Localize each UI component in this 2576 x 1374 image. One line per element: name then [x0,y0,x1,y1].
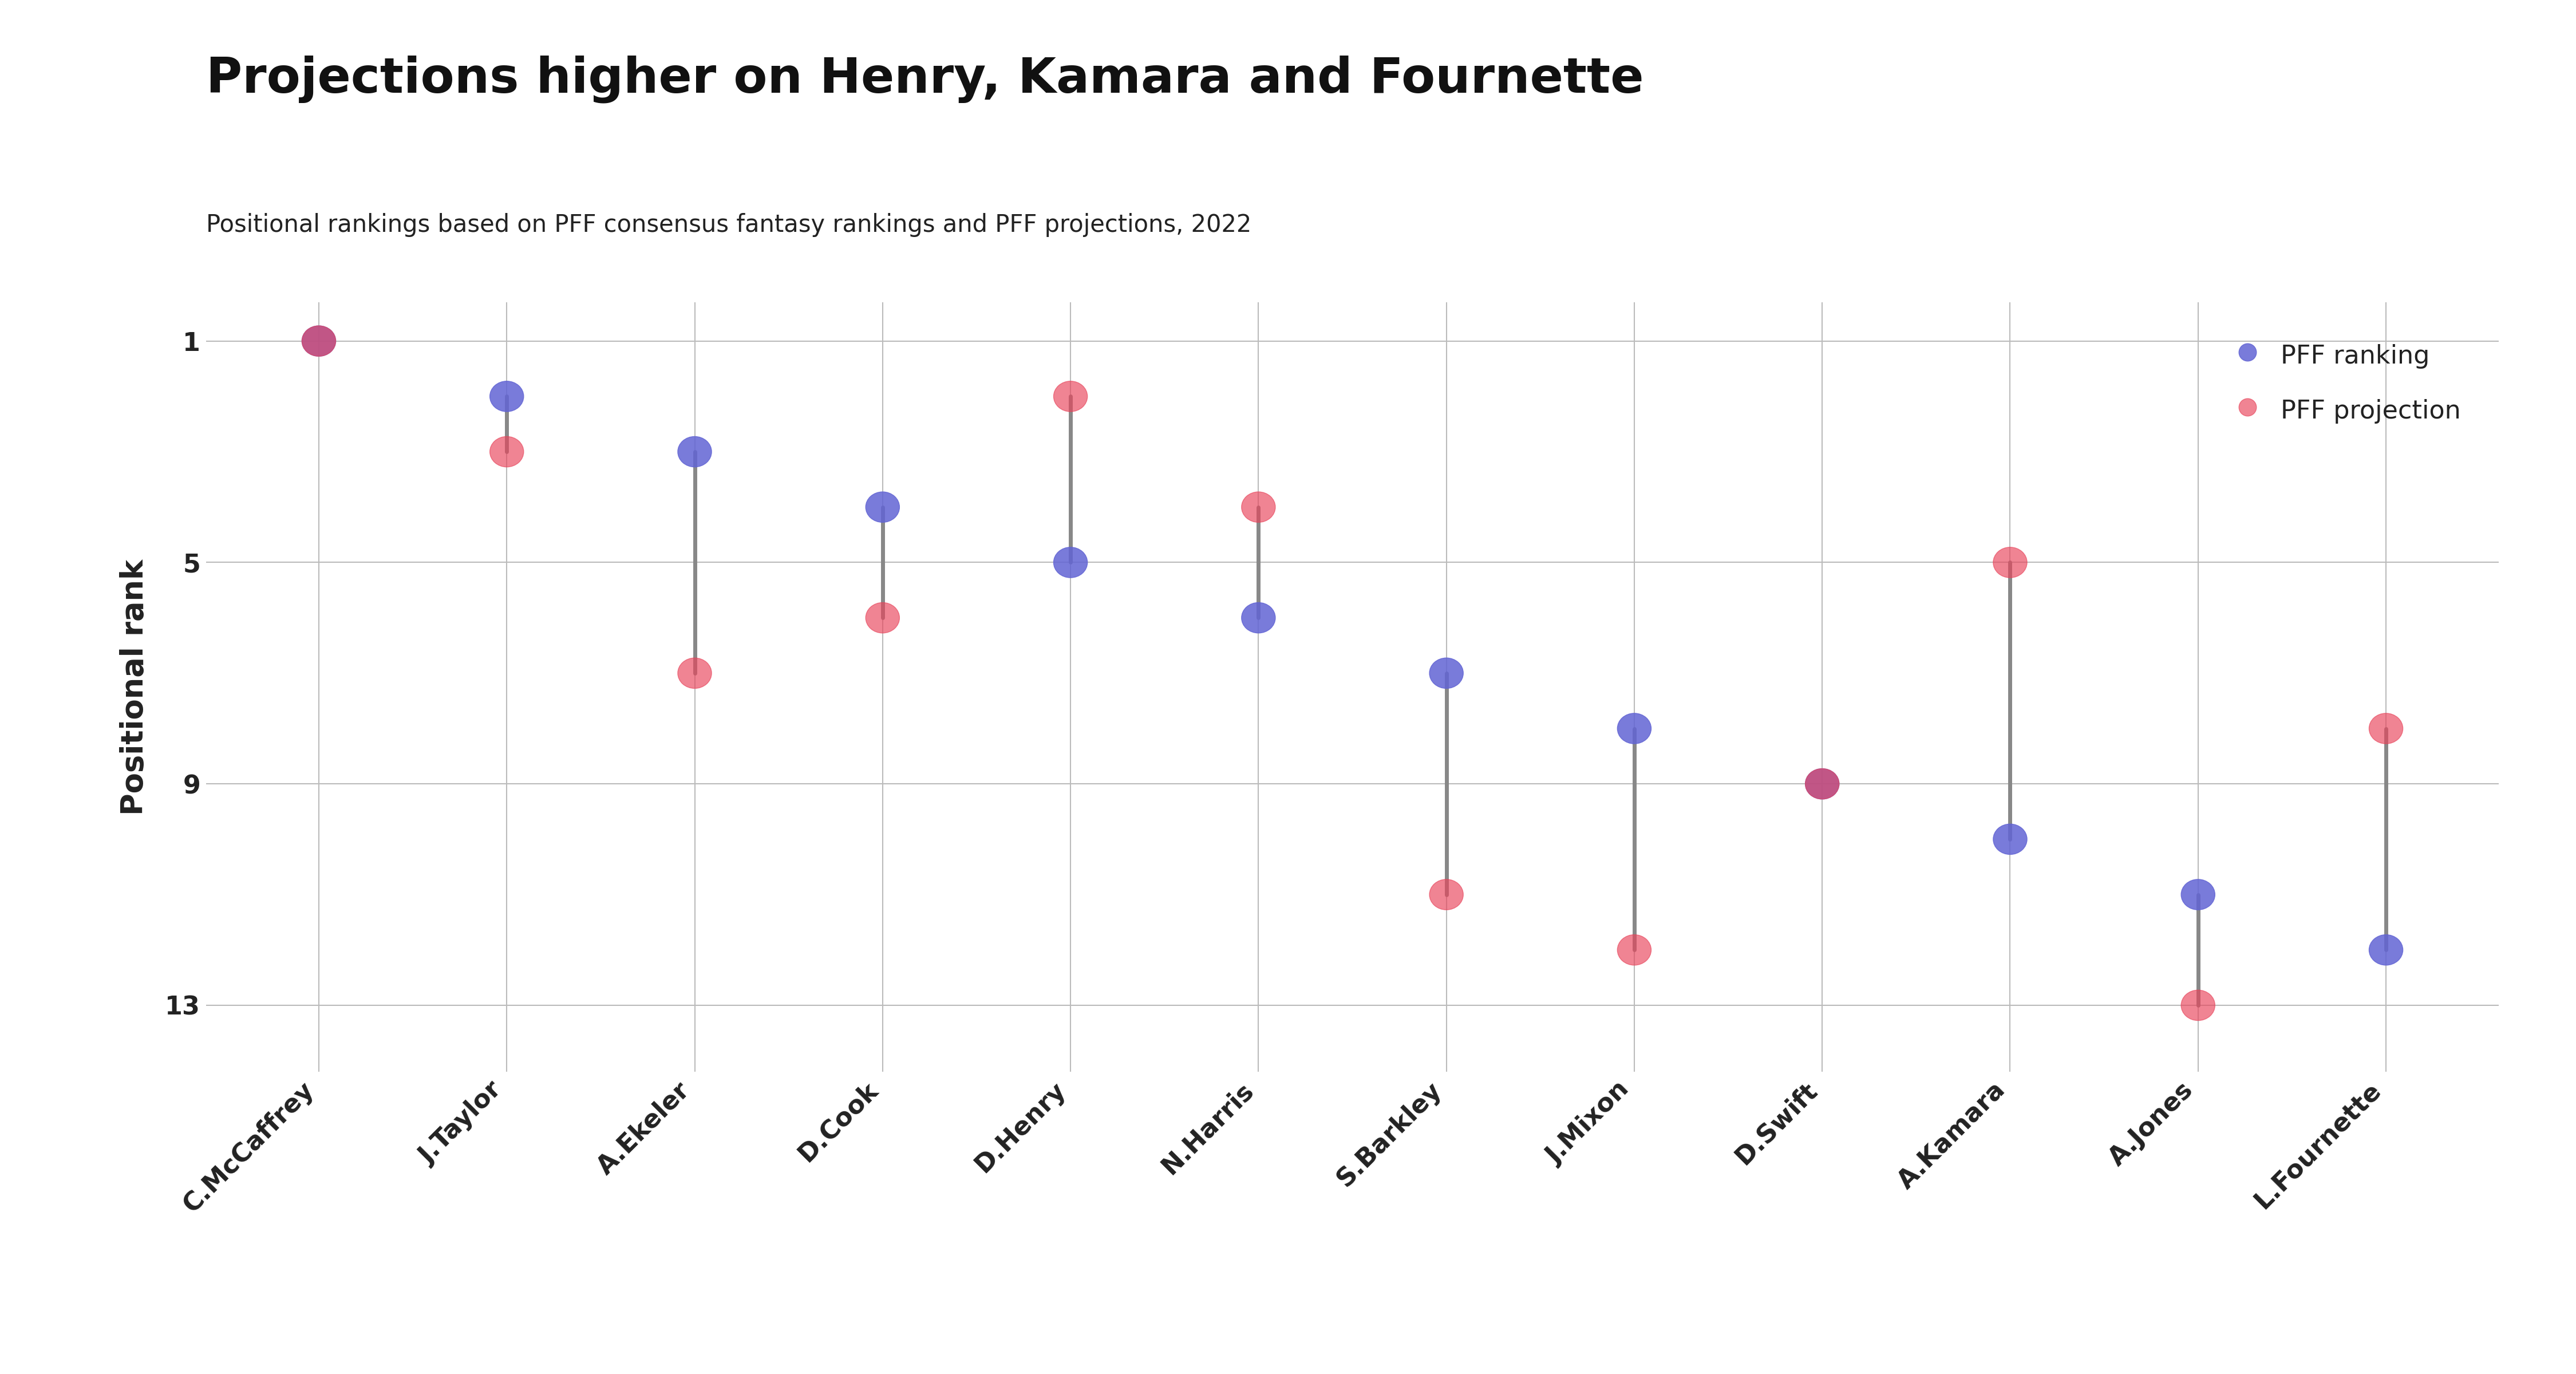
Text: Positional rankings based on PFF consensus fantasy rankings and PFF projections,: Positional rankings based on PFF consens… [206,213,1252,236]
Ellipse shape [1054,381,1087,412]
Text: Projections higher on Henry, Kamara and Fournette: Projections higher on Henry, Kamara and … [206,55,1643,103]
Ellipse shape [489,381,523,412]
Ellipse shape [1806,768,1839,800]
Ellipse shape [301,326,335,356]
Ellipse shape [2182,879,2215,910]
Ellipse shape [1994,824,2027,855]
Ellipse shape [1430,658,1463,688]
Ellipse shape [1618,934,1651,965]
Ellipse shape [301,326,335,356]
Ellipse shape [2182,991,2215,1021]
Ellipse shape [677,658,711,688]
Ellipse shape [2370,934,2403,965]
Ellipse shape [1242,603,1275,633]
Ellipse shape [1242,492,1275,522]
Ellipse shape [1430,879,1463,910]
Ellipse shape [1054,547,1087,577]
Ellipse shape [2370,713,2403,743]
Y-axis label: Positional rank: Positional rank [118,559,149,815]
Ellipse shape [1994,547,2027,577]
Legend: PFF ranking, PFF projection: PFF ranking, PFF projection [2210,315,2486,451]
Ellipse shape [1618,713,1651,743]
Ellipse shape [866,492,899,522]
Ellipse shape [1806,768,1839,800]
Ellipse shape [866,603,899,633]
Ellipse shape [489,437,523,467]
Ellipse shape [677,437,711,467]
